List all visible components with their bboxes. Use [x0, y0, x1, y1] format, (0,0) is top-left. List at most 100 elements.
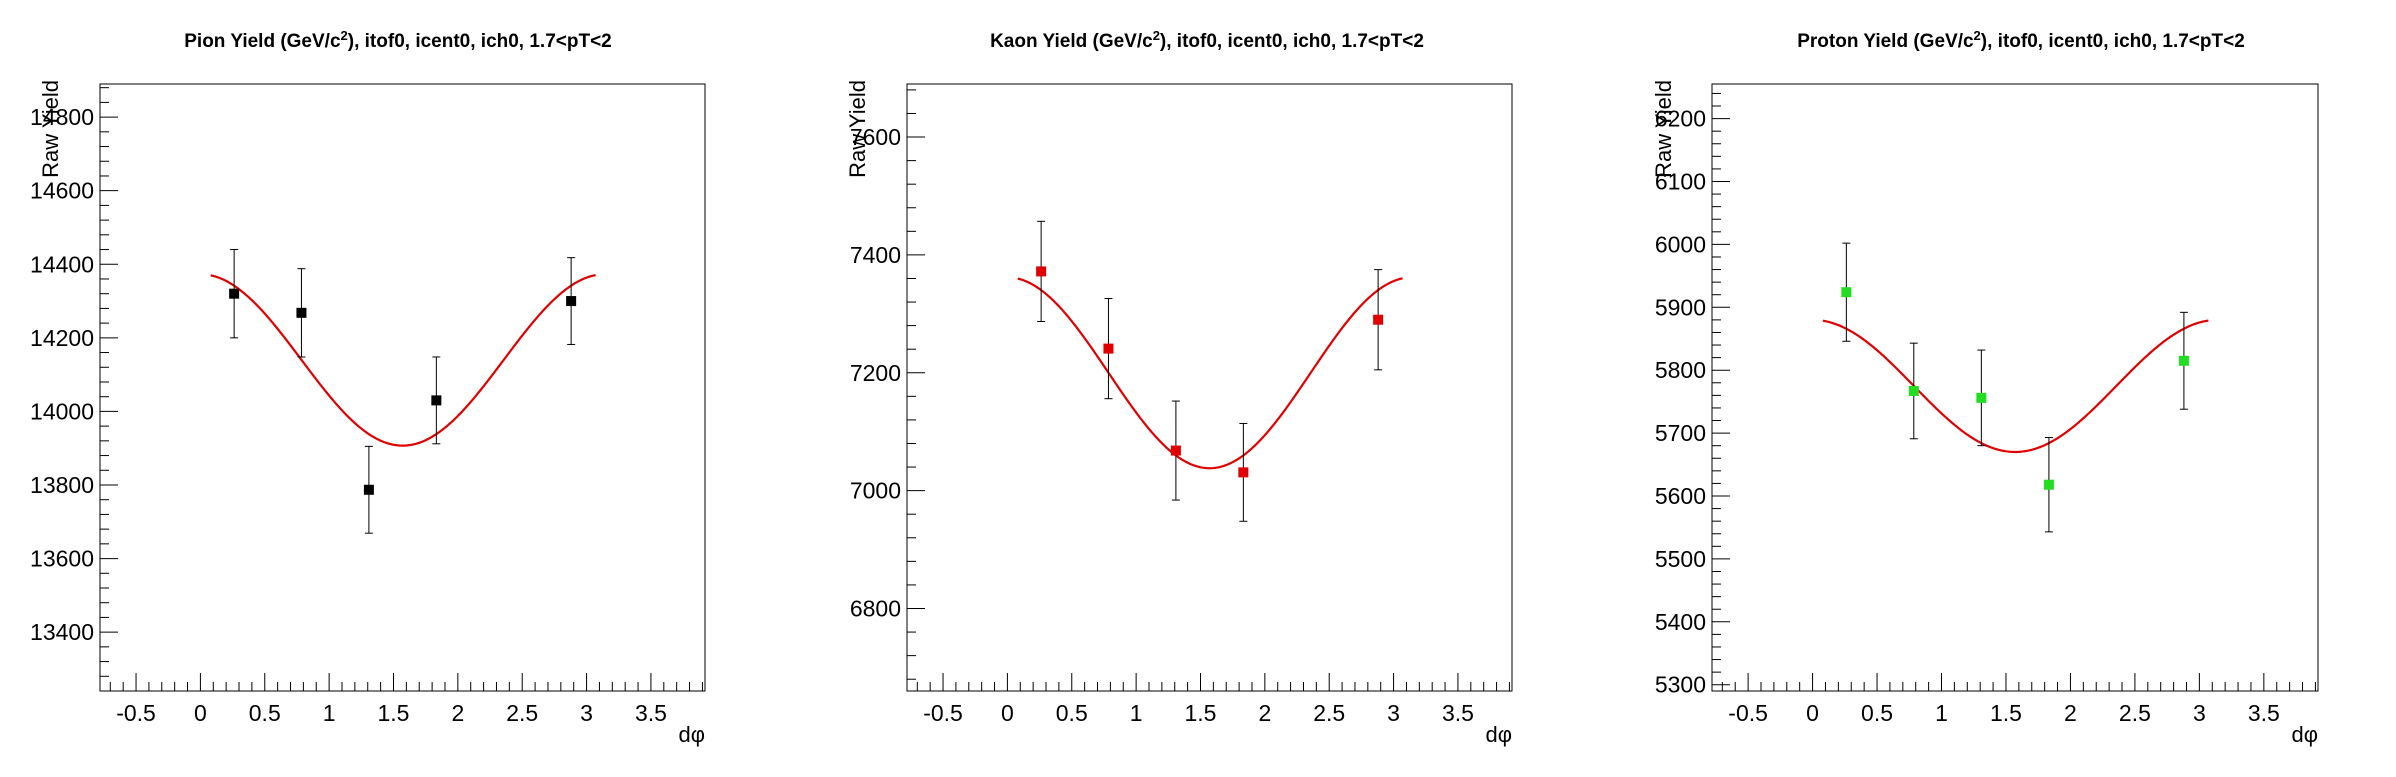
y-tick-label: 14800 — [30, 104, 94, 130]
x-tick-label: 1 — [1935, 700, 1948, 726]
proton-y-axis-label: Raw Yield — [1651, 80, 1676, 178]
x-tick-label: -0.5 — [923, 700, 963, 726]
y-tick-label: 5800 — [1655, 357, 1706, 383]
y-tick-label: 7400 — [850, 242, 901, 268]
pion-chart-title: Pion Yield (GeV/c2), itof0, icent0, ich0… — [184, 28, 612, 52]
kaon-fit-curve — [1017, 277, 1403, 470]
y-tick-label: 13600 — [30, 546, 94, 572]
x-tick-label: -0.5 — [1728, 700, 1768, 726]
proton-x-axis-ticks: -0.5 0 0.5 1 1.5 2 2.5 3 3.5 — [1721, 673, 2316, 726]
x-tick-label: 0 — [194, 700, 207, 726]
y-tick-label: 14200 — [30, 325, 94, 351]
kaon-title-suffix: ), itof0, icent0, ich0, 1.7<pT<2 — [1160, 31, 1424, 52]
y-tick-label: 6200 — [1655, 106, 1706, 132]
proton-title-prefix: Proton Yield (GeV/c — [1797, 31, 1974, 52]
y-tick-label: 5400 — [1655, 609, 1706, 635]
data-point-marker — [1373, 314, 1384, 325]
x-tick-label: 2.5 — [506, 700, 538, 726]
pion-y-axis-label: Raw Yield — [38, 80, 63, 178]
pion-x-axis-ticks: -0.5 0 0.5 1 1.5 2 2.5 3 3.5 — [109, 673, 703, 726]
y-tick-label: 5900 — [1655, 294, 1706, 320]
proton-chart-title: Proton Yield (GeV/c2), itof0, icent0, ic… — [1797, 28, 2245, 52]
data-point-marker — [296, 307, 307, 318]
data-point-marker — [1170, 445, 1181, 456]
proton-plot-frame — [1711, 83, 2319, 692]
y-tick-label: 7000 — [850, 478, 901, 504]
proton-panel: Proton Yield (GeV/c2), itof0, icent0, ic… — [1651, 28, 2319, 747]
x-tick-label: 2 — [451, 700, 464, 726]
data-point-marker — [1036, 266, 1047, 277]
x-tick-label: 3 — [580, 700, 593, 726]
proton-x-axis-label: dφ — [2291, 722, 2318, 747]
data-point-marker — [1103, 343, 1114, 354]
data-point-marker — [2178, 355, 2189, 366]
x-tick-label: 1.5 — [1990, 700, 2022, 726]
pion-x-axis-label: dφ — [678, 722, 705, 747]
y-tick-label: 5600 — [1655, 483, 1706, 509]
x-tick-label: 3 — [2193, 700, 2206, 726]
fit-line — [1017, 277, 1403, 470]
fit-line — [210, 273, 596, 447]
kaon-x-axis-ticks: -0.5 0 0.5 1 1.5 2 2.5 3 3.5 — [916, 673, 1510, 726]
y-tick-label: 6100 — [1655, 168, 1706, 194]
x-tick-label: 1.5 — [1184, 700, 1216, 726]
x-tick-label: 1 — [323, 700, 336, 726]
kaon-y-axis-label: Raw Yield — [845, 80, 870, 178]
x-tick-label: 0 — [1806, 700, 1819, 726]
kaon-y-axis-ticks: 6800 7000 7200 7400 7600 — [850, 89, 925, 680]
x-tick-label: 3.5 — [2248, 700, 2280, 726]
x-tick-label: 1.5 — [377, 700, 409, 726]
y-tick-label: 5500 — [1655, 546, 1706, 572]
pion-title-superscript: 2 — [341, 28, 348, 43]
data-point-marker — [431, 395, 442, 406]
kaon-panel: Kaon Yield (GeV/c2), itof0, icent0, ich0… — [845, 28, 1513, 747]
x-tick-label: 3.5 — [635, 700, 667, 726]
x-tick-label: 0 — [1001, 700, 1014, 726]
pion-fit-curve — [210, 273, 596, 447]
pion-panel: Pion Yield (GeV/c2), itof0, icent0, ich0… — [30, 28, 706, 747]
x-tick-label: 1 — [1130, 700, 1143, 726]
x-tick-label: 2 — [2064, 700, 2077, 726]
y-tick-label: 6000 — [1655, 231, 1706, 257]
y-tick-label: 13400 — [30, 619, 94, 645]
y-tick-label: 14400 — [30, 251, 94, 277]
y-tick-label: 5700 — [1655, 420, 1706, 446]
proton-y-axis-ticks: 5300 5400 5500 5600 5700 5800 5900 6000 6100 6200 — [1655, 92, 1730, 698]
pion-title-prefix: Pion Yield (GeV/c — [184, 31, 341, 52]
x-tick-label: 2 — [1258, 700, 1271, 726]
pion-title-suffix: ), itof0, icent0, ich0, 1.7<pT<2 — [348, 31, 612, 52]
fit-line — [1822, 319, 2209, 454]
data-point-marker — [1976, 392, 1987, 403]
kaon-title-prefix: Kaon Yield (GeV/c — [990, 31, 1153, 52]
kaon-title-superscript: 2 — [1153, 28, 1160, 43]
data-point-marker — [229, 288, 240, 299]
y-tick-label: 14600 — [30, 178, 94, 204]
kaon-chart-title: Kaon Yield (GeV/c2), itof0, icent0, ich0… — [990, 28, 1424, 52]
pion-y-axis-ticks: 13400 13600 13800 14000 14200 14400 14600 14800 — [30, 87, 118, 692]
proton-title-superscript: 2 — [1974, 28, 1981, 43]
data-point-marker — [566, 296, 577, 307]
y-tick-label: 6800 — [850, 595, 901, 621]
data-point-marker — [1238, 467, 1249, 478]
x-tick-label: 3.5 — [1442, 700, 1474, 726]
data-point-marker — [363, 484, 374, 495]
x-tick-label: 2.5 — [2119, 700, 2151, 726]
kaon-data-points — [1036, 220, 1384, 522]
y-tick-label: 14000 — [30, 398, 94, 424]
x-tick-label: 3 — [1387, 700, 1400, 726]
y-tick-label: 13800 — [30, 472, 94, 498]
y-tick-label: 7200 — [850, 360, 901, 386]
proton-fit-curve — [1822, 319, 2209, 454]
pion-plot-frame — [99, 83, 706, 692]
x-tick-label: 0.5 — [249, 700, 281, 726]
proton-data-points — [1841, 242, 2189, 533]
proton-title-suffix: ), itof0, icent0, ich0, 1.7<pT<2 — [1981, 31, 2245, 52]
x-tick-label: -0.5 — [116, 700, 156, 726]
x-tick-label: 2.5 — [1313, 700, 1345, 726]
data-point-marker — [1841, 287, 1852, 298]
pion-data-points — [229, 249, 577, 534]
y-tick-label: 5300 — [1655, 672, 1706, 698]
y-tick-label: 7600 — [850, 124, 901, 150]
